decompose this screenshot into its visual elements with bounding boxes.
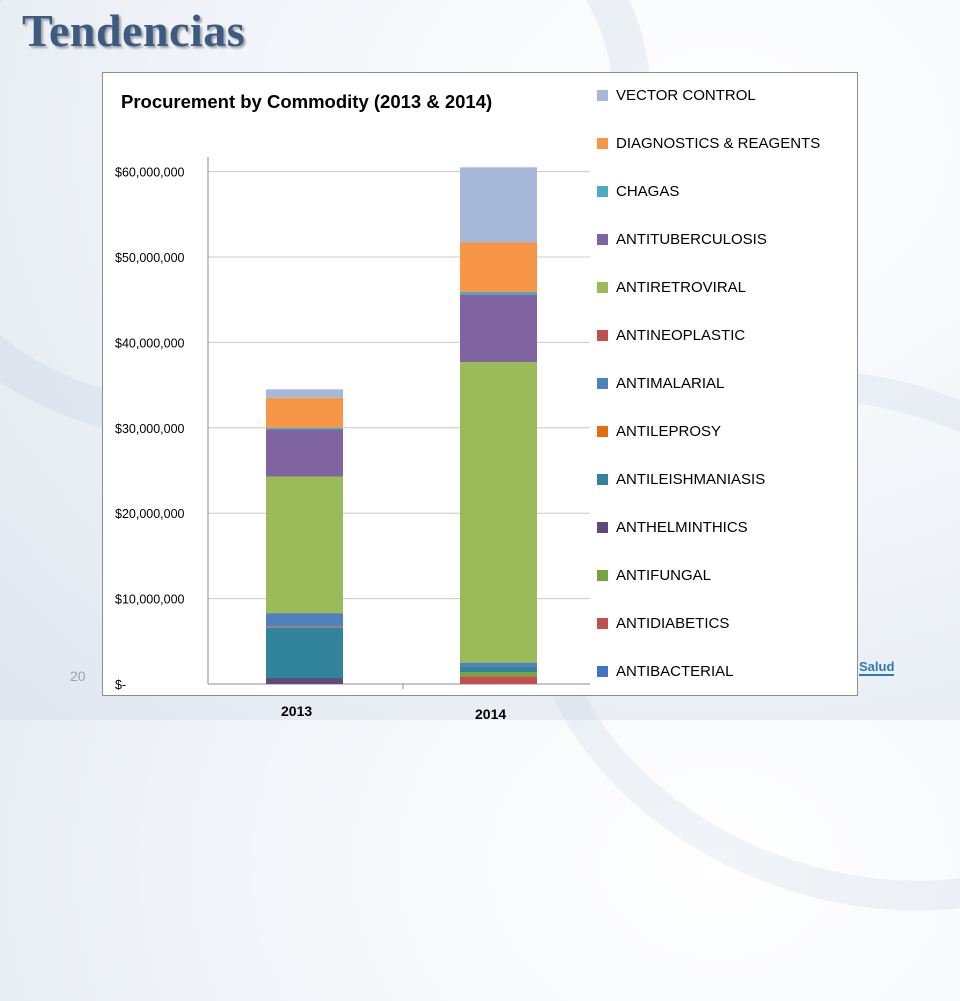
legend-item: ANTILEISHMANIASIS <box>597 469 765 489</box>
bar-segment-2014-antileishmaniasis <box>460 666 537 673</box>
legend-swatch <box>597 521 608 533</box>
bar-segment-2013-antituberculosis <box>266 429 343 477</box>
legend-swatch <box>597 137 608 149</box>
legend-item: ANTILEPROSY <box>597 421 721 441</box>
organization-logo-text: Salud <box>859 659 895 676</box>
legend-swatch <box>597 329 608 341</box>
chart-container: Procurement by Commodity (2013 & 2014) $… <box>102 72 858 722</box>
y-tick-label: $50,000,000 <box>115 251 185 265</box>
y-tick-label: $20,000,000 <box>115 507 185 521</box>
legend-label: ANTIDIABETICS <box>616 614 730 632</box>
legend-label: ANTIRETROVIRAL <box>616 278 747 296</box>
legend-swatch <box>597 185 608 197</box>
stacked-bar-chart: $- $10,000,000 $20,000,000 $30,000,000 $40,0… <box>115 156 590 692</box>
bar-segment-2014-antiretroviral <box>460 362 537 663</box>
bar-segment-2013-antileprosy <box>266 626 343 628</box>
legend-swatch <box>597 425 608 437</box>
bar-segment-2013-vector-control <box>266 389 343 398</box>
bar-segment-2013-antimalarial <box>266 613 343 627</box>
legend-label: ANTITUBERCULOSIS <box>616 230 767 248</box>
legend-item: ANTHELMINTHICS <box>597 517 748 537</box>
legend-label: ANTIFUNGAL <box>616 566 712 584</box>
bar-segment-2014-vector-control <box>460 167 537 243</box>
bar-segment-2014-antimalarial <box>460 662 537 667</box>
legend-item: ANTINEOPLASTIC <box>597 325 745 345</box>
legend-item: CHAGAS <box>597 181 679 201</box>
legend-item: ANTIRETROVIRAL <box>597 277 746 297</box>
legend-item: VECTOR CONTROL <box>597 85 756 105</box>
legend-label: ANTIMALARIAL <box>616 374 725 392</box>
legend-swatch <box>597 569 608 581</box>
bar-segment-2013-chagas <box>266 427 343 430</box>
legend-label: ANTINEOPLASTIC <box>616 326 746 344</box>
legend-item: ANTIMALARIAL <box>597 373 724 393</box>
bar-segment-2014-chagas <box>460 292 537 295</box>
slide-number: 20 <box>70 668 86 684</box>
bar-segment-2013-antiretroviral <box>266 476 343 614</box>
legend-item: ANTITUBERCULOSIS <box>597 229 767 249</box>
legend-label: VECTOR CONTROL <box>616 86 756 104</box>
legend-item: ANTIDIABETICS <box>597 613 729 633</box>
legend-swatch <box>597 281 608 293</box>
legend-label: ANTILEISHMANIASIS <box>616 470 766 488</box>
legend-swatch <box>597 377 608 389</box>
legend-swatch <box>597 89 608 101</box>
legend-item: ANTIBACTERIAL <box>597 661 734 681</box>
bar-segment-2014-antituberculosis <box>460 294 537 363</box>
bar-segment-2013-diagnostics-reagents <box>266 397 343 428</box>
legend-label: CHAGAS <box>616 182 680 200</box>
y-tick-label: $30,000,000 <box>115 422 185 436</box>
y-tick-label: $10,000,000 <box>115 593 185 607</box>
legend-swatch <box>597 665 608 677</box>
legend-label: ANTIBACTERIAL <box>616 662 734 680</box>
chart-title: Procurement by Commodity (2013 & 2014) <box>121 91 493 112</box>
y-tick-label: $- <box>115 678 126 692</box>
bar-segment-2014-antidiabetics <box>460 676 537 684</box>
legend-swatch <box>597 233 608 245</box>
legend-label: ANTILEPROSY <box>616 422 722 440</box>
legend-label: ANTHELMINTHICS <box>616 518 748 536</box>
bar-segment-2013-antileishmaniasis <box>266 627 343 679</box>
bar-segment-2014-diagnostics-reagents <box>460 242 537 293</box>
y-tick-label: $40,000,000 <box>115 336 185 350</box>
x-category-label: 2013 <box>281 703 313 719</box>
legend-item: ANTIFUNGAL <box>597 565 711 585</box>
bar-segment-2013-anthelminthics <box>266 678 343 684</box>
bar-segment-2014-antifungal <box>460 672 537 677</box>
legend-label: DIAGNOSTICS & REAGENTS <box>616 134 821 152</box>
x-category-label: 2014 <box>475 706 507 722</box>
y-tick-label: $60,000,000 <box>115 166 185 180</box>
legend-item: DIAGNOSTICS & REAGENTS <box>597 133 820 153</box>
legend-swatch <box>597 473 608 485</box>
slide-title: Tendencias <box>22 5 246 56</box>
legend-swatch <box>597 617 608 629</box>
